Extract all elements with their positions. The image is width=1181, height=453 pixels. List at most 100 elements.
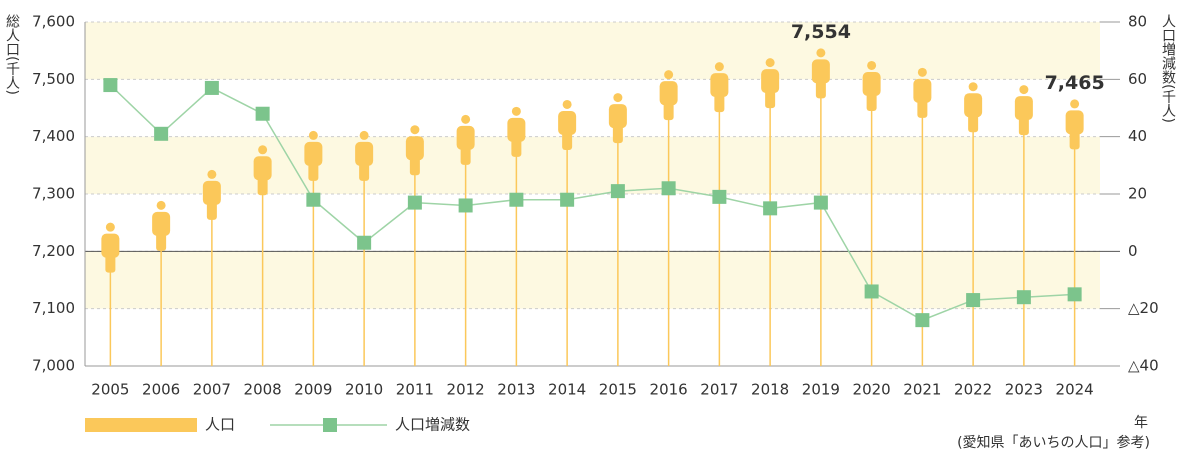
icon-head bbox=[664, 70, 674, 80]
person-icon bbox=[1065, 99, 1084, 366]
icon-head bbox=[867, 60, 877, 70]
icon-legs bbox=[105, 250, 116, 273]
icon-head bbox=[1019, 85, 1029, 95]
change-marker bbox=[661, 181, 676, 196]
change-marker bbox=[1067, 287, 1082, 302]
icon-legs bbox=[308, 158, 319, 181]
icon-body bbox=[202, 180, 221, 205]
x-tick-label: 2006 bbox=[142, 381, 180, 399]
x-tick-label: 2005 bbox=[91, 381, 129, 399]
y-tick-label: 7,400 bbox=[32, 127, 75, 145]
icon-head bbox=[511, 106, 521, 116]
change-marker bbox=[560, 192, 575, 207]
x-tick-label: 2008 bbox=[244, 381, 282, 399]
person-icon bbox=[253, 145, 272, 366]
icon-head bbox=[461, 114, 471, 124]
person-icon bbox=[964, 82, 983, 366]
icon-legs bbox=[460, 142, 471, 165]
legend-swatch bbox=[323, 418, 337, 432]
change-marker bbox=[407, 195, 422, 210]
band bbox=[85, 136, 1100, 194]
change-marker bbox=[864, 284, 879, 299]
icon-legs bbox=[359, 158, 370, 181]
y2-tick-label: △40 bbox=[1128, 357, 1159, 375]
icon-legs bbox=[562, 127, 573, 150]
change-marker bbox=[1016, 290, 1031, 305]
person-icon bbox=[811, 48, 830, 366]
icon-body bbox=[405, 136, 424, 161]
band bbox=[85, 251, 1100, 309]
icon-legs bbox=[1018, 113, 1029, 136]
y2-tick-label: 20 bbox=[1128, 185, 1147, 203]
icon-legs bbox=[156, 228, 167, 251]
x-tick-label: 2023 bbox=[1005, 381, 1043, 399]
legend-label: 人口増減数 bbox=[395, 416, 470, 434]
y2-axis-label: 人口増減数(千人) bbox=[1160, 14, 1176, 123]
x-tick-label: 2007 bbox=[193, 381, 231, 399]
person-icon bbox=[558, 99, 577, 366]
y2-tick-label: 40 bbox=[1128, 127, 1147, 145]
icon-body bbox=[608, 104, 627, 129]
icon-body bbox=[1065, 110, 1084, 135]
x-tick-label: 2022 bbox=[954, 381, 992, 399]
icon-legs bbox=[866, 88, 877, 111]
person-icon bbox=[1014, 85, 1033, 366]
change-marker bbox=[357, 235, 372, 250]
change-marker bbox=[763, 201, 778, 216]
icon-body bbox=[761, 69, 780, 94]
icon-legs bbox=[612, 121, 623, 144]
icon-head bbox=[613, 93, 623, 103]
icon-head bbox=[765, 58, 775, 68]
change-marker bbox=[306, 192, 321, 207]
value-label: 7,465 bbox=[1045, 72, 1105, 94]
icon-head bbox=[1070, 99, 1080, 109]
change-marker bbox=[509, 192, 524, 207]
change-marker bbox=[154, 126, 169, 141]
person-icon bbox=[862, 60, 881, 366]
x-tick-label: 2018 bbox=[751, 381, 789, 399]
x-tick-label: 2017 bbox=[700, 381, 738, 399]
icon-head bbox=[308, 130, 318, 140]
icon-body bbox=[355, 141, 374, 166]
value-label: 7,554 bbox=[791, 21, 851, 43]
icon-body bbox=[1014, 96, 1033, 121]
icon-legs bbox=[917, 95, 928, 118]
y-tick-label: 7,300 bbox=[32, 185, 75, 203]
person-icon bbox=[456, 114, 475, 366]
icon-legs bbox=[663, 98, 674, 121]
icon-head bbox=[562, 99, 572, 109]
icon-head bbox=[816, 48, 826, 58]
person-icon bbox=[101, 222, 120, 366]
icon-legs bbox=[815, 76, 826, 99]
change-marker bbox=[712, 189, 727, 204]
person-icon bbox=[202, 169, 221, 366]
x-tick-label: 2013 bbox=[497, 381, 535, 399]
icon-head bbox=[359, 130, 369, 140]
change-marker bbox=[204, 80, 219, 95]
x-tick-label: 2011 bbox=[396, 381, 434, 399]
x-tick-label: 2012 bbox=[447, 381, 485, 399]
legend-label: 人口 bbox=[205, 416, 235, 434]
change-marker bbox=[966, 293, 981, 308]
icon-head bbox=[258, 145, 268, 155]
icon-body bbox=[152, 211, 171, 236]
legend-swatch bbox=[85, 418, 197, 432]
icon-body bbox=[507, 117, 526, 142]
icon-legs bbox=[1069, 127, 1080, 150]
x-tick-label: 2020 bbox=[853, 381, 891, 399]
icon-legs bbox=[968, 110, 979, 133]
icon-legs bbox=[511, 134, 522, 157]
icon-body bbox=[710, 73, 729, 98]
y2-tick-label: 80 bbox=[1128, 13, 1147, 31]
change-marker bbox=[255, 106, 270, 121]
person-icon bbox=[507, 106, 526, 366]
change-line bbox=[109, 84, 1075, 321]
y2-tick-label: 0 bbox=[1128, 242, 1138, 260]
icon-legs bbox=[257, 173, 268, 196]
x-tick-label: 2016 bbox=[650, 381, 688, 399]
icon-body bbox=[913, 78, 932, 103]
person-icon bbox=[608, 93, 627, 366]
y-tick-label: 7,600 bbox=[32, 13, 75, 31]
y2-tick-label: 60 bbox=[1128, 70, 1147, 88]
